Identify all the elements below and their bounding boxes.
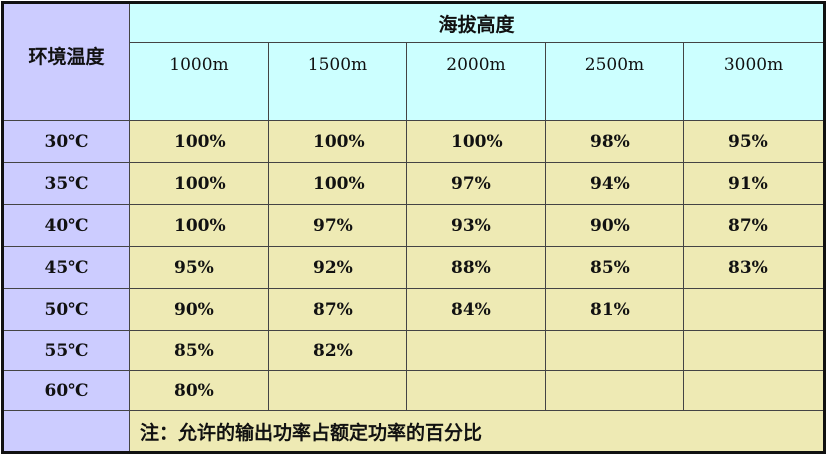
power-percent-cell: 81% — [545, 288, 684, 331]
power-percent-cell — [682, 370, 826, 411]
power-percent-cell: 85% — [129, 330, 269, 371]
power-percent-cell: 82% — [268, 330, 407, 371]
power-percent-cell: 100% — [268, 162, 407, 205]
power-percent-cell: 85% — [545, 246, 684, 289]
power-percent-cell: 90% — [545, 204, 684, 247]
power-percent-cell: 100% — [129, 120, 269, 163]
power-percent-cell — [545, 370, 684, 411]
power-percent-cell: 100% — [406, 120, 546, 163]
power-percent-cell: 97% — [406, 162, 546, 205]
power-percent-cell: 95% — [682, 120, 826, 163]
temperature-label: 45℃ — [2, 246, 130, 289]
power-percent-cell — [406, 370, 546, 411]
table-row: 55℃ 85% 82% — [2, 330, 826, 371]
power-percent-cell — [268, 370, 407, 411]
power-percent-cell: 91% — [682, 162, 826, 205]
power-percent-cell — [682, 330, 826, 371]
power-percent-cell — [406, 330, 546, 371]
table-note: 注：允许的输出功率占额定功率的百分比 — [128, 410, 826, 453]
power-percent-cell — [682, 288, 826, 331]
temperature-label: 50℃ — [2, 288, 130, 331]
table-row: 45℃ 95% 92% 88% 85% 83% — [2, 246, 826, 289]
column-header: 1500m — [268, 42, 407, 121]
power-percent-cell: 93% — [406, 204, 546, 247]
table-row: 30℃ 100% 100% 100% 98% 95% — [2, 120, 826, 163]
temperature-label: 30℃ — [2, 120, 130, 163]
power-percent-cell: 87% — [682, 204, 826, 247]
power-percent-cell: 95% — [129, 246, 269, 289]
note-label-cell — [2, 410, 130, 453]
table-row: 40℃ 100% 97% 93% 90% 87% — [2, 204, 826, 247]
power-percent-cell: 100% — [268, 120, 407, 163]
power-percent-cell — [545, 330, 684, 371]
power-percent-cell: 80% — [129, 370, 269, 411]
column-header: 3000m — [682, 42, 826, 121]
table-row: 50℃ 90% 87% 84% 81% — [2, 288, 826, 331]
temperature-label: 60℃ — [2, 370, 130, 411]
power-percent-cell: 87% — [268, 288, 407, 331]
power-percent-cell: 90% — [129, 288, 269, 331]
column-header: 2000m — [406, 42, 546, 121]
row-header-label: 环境温度 — [2, 2, 130, 121]
temperature-label: 35℃ — [2, 162, 130, 205]
temperature-label: 40℃ — [2, 204, 130, 247]
power-percent-cell: 100% — [129, 204, 269, 247]
column-header: 1000m — [129, 42, 269, 121]
table-row: 35℃ 100% 100% 97% 94% 91% — [2, 162, 826, 205]
altitude-group-header: 海拔高度 — [128, 2, 826, 43]
power-percent-cell: 84% — [406, 288, 546, 331]
power-percent-cell: 92% — [268, 246, 407, 289]
power-percent-cell: 88% — [406, 246, 546, 289]
power-percent-cell: 94% — [545, 162, 684, 205]
power-percent-cell: 100% — [129, 162, 269, 205]
table-row: 60℃ 80% — [2, 370, 826, 411]
power-percent-cell: 97% — [268, 204, 407, 247]
power-percent-cell: 98% — [545, 120, 684, 163]
power-percent-cell: 83% — [682, 246, 826, 289]
column-header: 2500m — [545, 42, 684, 121]
temperature-label: 55℃ — [2, 330, 130, 371]
